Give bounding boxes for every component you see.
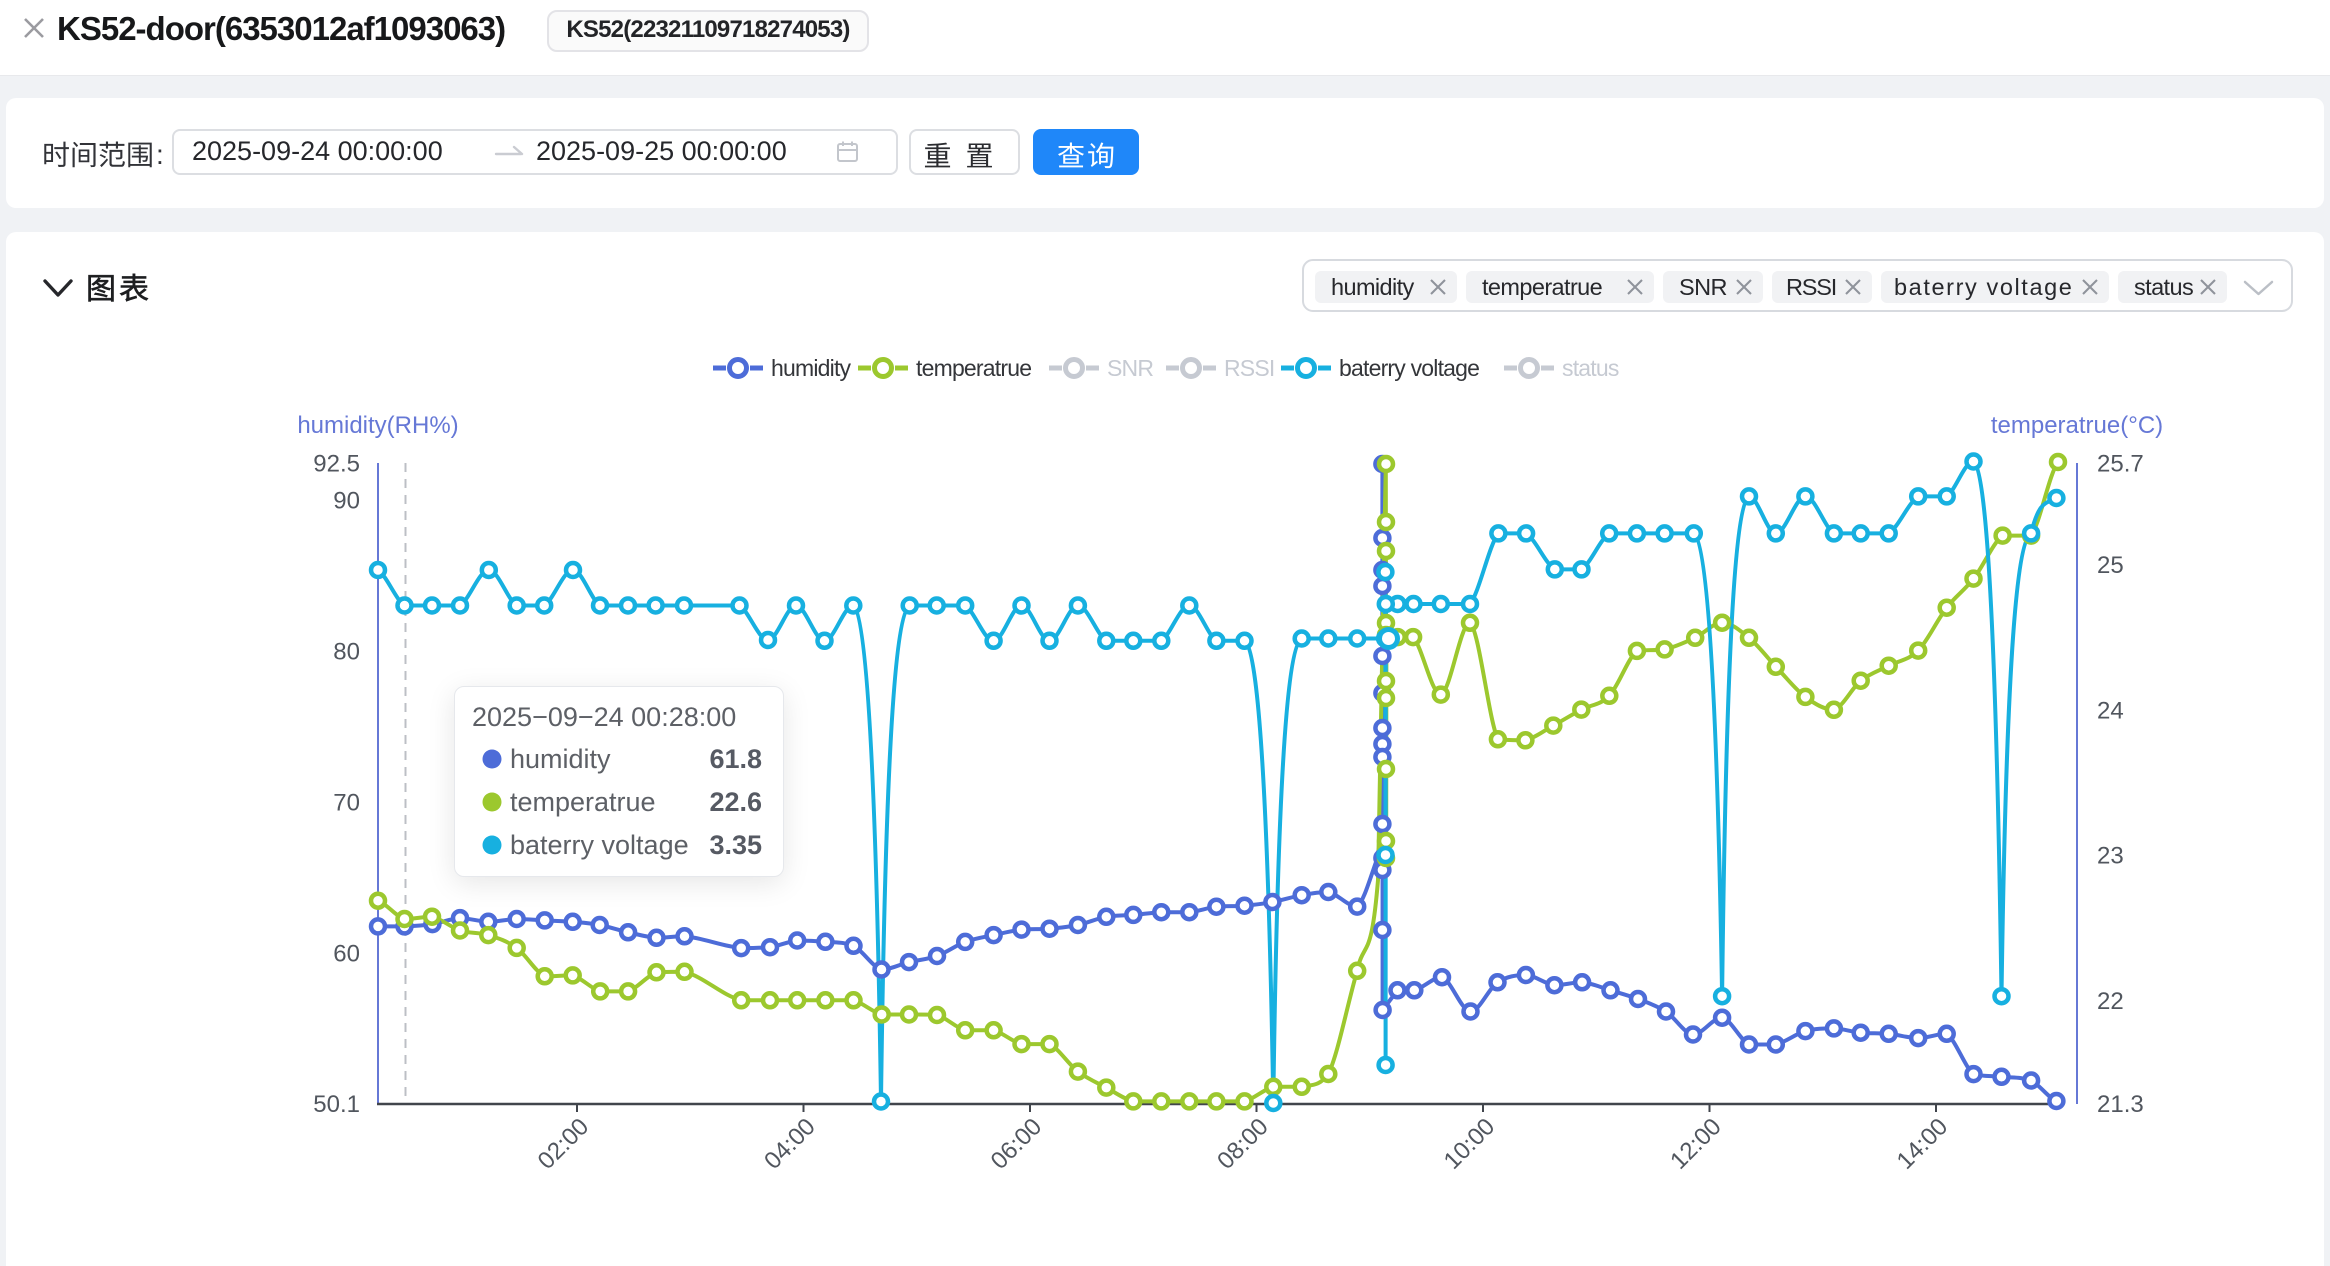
svg-text:06:00: 06:00 xyxy=(986,1113,1048,1175)
svg-text:21.3: 21.3 xyxy=(2097,1091,2144,1118)
svg-text:04:00: 04:00 xyxy=(759,1113,821,1175)
svg-text:14:00: 14:00 xyxy=(1892,1113,1954,1175)
svg-text:61.8: 61.8 xyxy=(709,744,762,774)
svg-text:70: 70 xyxy=(333,790,360,817)
svg-text:22: 22 xyxy=(2097,988,2124,1015)
svg-text:temperatrue: temperatrue xyxy=(510,787,656,817)
svg-text:25.7: 25.7 xyxy=(2097,451,2144,478)
svg-text:status: status xyxy=(2134,274,2193,300)
svg-text:90: 90 xyxy=(333,488,360,515)
svg-text:25: 25 xyxy=(2097,552,2124,579)
svg-text:temperatrue: temperatrue xyxy=(916,355,1031,381)
svg-text:02:00: 02:00 xyxy=(533,1113,595,1175)
svg-text:status: status xyxy=(1562,355,1619,381)
svg-text:humidity: humidity xyxy=(771,355,852,381)
svg-text:23: 23 xyxy=(2097,843,2124,870)
svg-text:24: 24 xyxy=(2097,697,2124,724)
svg-text:baterry voltage: baterry voltage xyxy=(1894,274,2073,300)
svg-text:temperatrue: temperatrue xyxy=(1482,274,1603,300)
svg-text:10:00: 10:00 xyxy=(1439,1113,1501,1175)
svg-text:RSSI: RSSI xyxy=(1786,274,1836,300)
svg-text:temperatrue(°C): temperatrue(°C) xyxy=(1991,412,2163,439)
svg-text:SNR: SNR xyxy=(1679,274,1727,300)
svg-text:RSSI: RSSI xyxy=(1224,355,1274,381)
svg-text:SNR: SNR xyxy=(1107,355,1153,381)
svg-text::: : xyxy=(156,139,164,170)
svg-text:92.5: 92.5 xyxy=(313,451,360,478)
svg-text:12:00: 12:00 xyxy=(1665,1113,1727,1175)
svg-text:humidity: humidity xyxy=(510,744,611,774)
svg-text:50.1: 50.1 xyxy=(313,1091,360,1118)
svg-text:3.35: 3.35 xyxy=(709,830,762,860)
svg-text:humidity(RH%): humidity(RH%) xyxy=(297,412,458,439)
svg-text:08:00: 08:00 xyxy=(1212,1113,1274,1175)
svg-text:humidity: humidity xyxy=(1331,274,1415,300)
svg-text:60: 60 xyxy=(333,941,360,968)
svg-text:baterry voltage: baterry voltage xyxy=(510,830,689,860)
svg-text:80: 80 xyxy=(333,639,360,666)
svg-text:22.6: 22.6 xyxy=(709,787,762,817)
svg-text:baterry voltage: baterry voltage xyxy=(1339,355,1479,381)
